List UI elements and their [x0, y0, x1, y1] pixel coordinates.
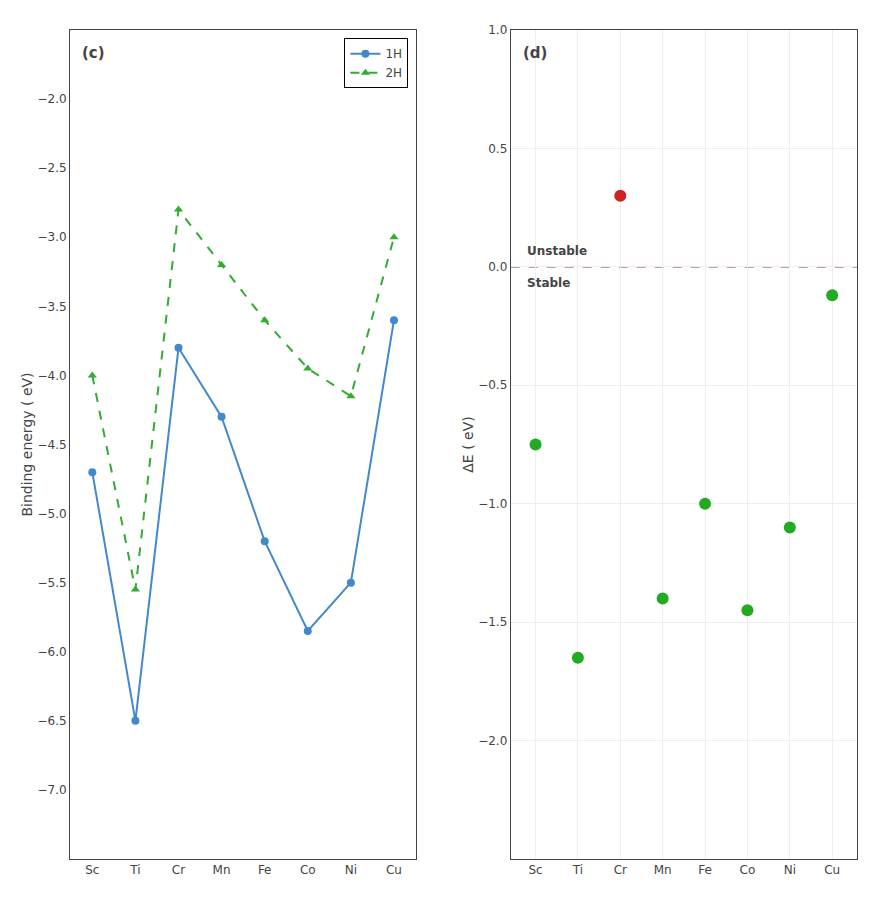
svg-text:−1.5: −1.5: [478, 615, 507, 629]
svg-text:Fe: Fe: [698, 863, 712, 877]
svg-text:−4.0: −4.0: [37, 369, 66, 383]
svg-text:−3.0: −3.0: [37, 230, 66, 244]
svg-text:2H: 2H: [385, 66, 402, 80]
svg-text:−2.0: −2.0: [37, 92, 66, 106]
svg-text:(c): (c): [82, 44, 105, 62]
svg-text:−7.0: −7.0: [37, 783, 66, 797]
svg-text:Binding energy ( eV): Binding energy ( eV): [19, 372, 35, 516]
svg-text:(d): (d): [523, 44, 547, 62]
svg-text:−2.5: −2.5: [37, 161, 66, 175]
svg-text:−5.0: −5.0: [37, 507, 66, 521]
svg-text:Cr: Cr: [172, 863, 185, 877]
svg-text:−6.0: −6.0: [37, 645, 66, 659]
svg-text:Sc: Sc: [85, 863, 99, 877]
svg-text:Fe: Fe: [258, 863, 272, 877]
svg-text:Co: Co: [740, 863, 756, 877]
svg-text:−1.0: −1.0: [478, 497, 507, 511]
svg-text:1H: 1H: [385, 47, 402, 61]
svg-text:Co: Co: [300, 863, 316, 877]
svg-text:−5.5: −5.5: [37, 576, 66, 590]
svg-text:Sc: Sc: [528, 863, 542, 877]
svg-text:−2.0: −2.0: [478, 734, 507, 748]
svg-text:−4.5: −4.5: [37, 438, 66, 452]
svg-text:Ni: Ni: [784, 863, 796, 877]
svg-text:Mn: Mn: [654, 863, 672, 877]
svg-text:Cu: Cu: [386, 863, 402, 877]
svg-text:Mn: Mn: [213, 863, 231, 877]
svg-text:−3.5: −3.5: [37, 300, 66, 314]
svg-text:ΔE ( eV): ΔE ( eV): [460, 416, 476, 472]
svg-text:Ni: Ni: [345, 863, 357, 877]
svg-text:0.0: 0.0: [488, 260, 507, 274]
svg-text:0.5: 0.5: [488, 142, 507, 156]
svg-text:−0.5: −0.5: [478, 378, 507, 392]
svg-text:Cr: Cr: [614, 863, 627, 877]
svg-text:Ti: Ti: [572, 863, 583, 877]
svg-text:1.0: 1.0: [488, 23, 507, 37]
svg-text:Stable: Stable: [527, 276, 570, 290]
svg-text:Cu: Cu: [824, 863, 840, 877]
svg-text:−6.5: −6.5: [37, 714, 66, 728]
svg-text:Unstable: Unstable: [527, 244, 587, 258]
svg-text:Ti: Ti: [129, 863, 140, 877]
